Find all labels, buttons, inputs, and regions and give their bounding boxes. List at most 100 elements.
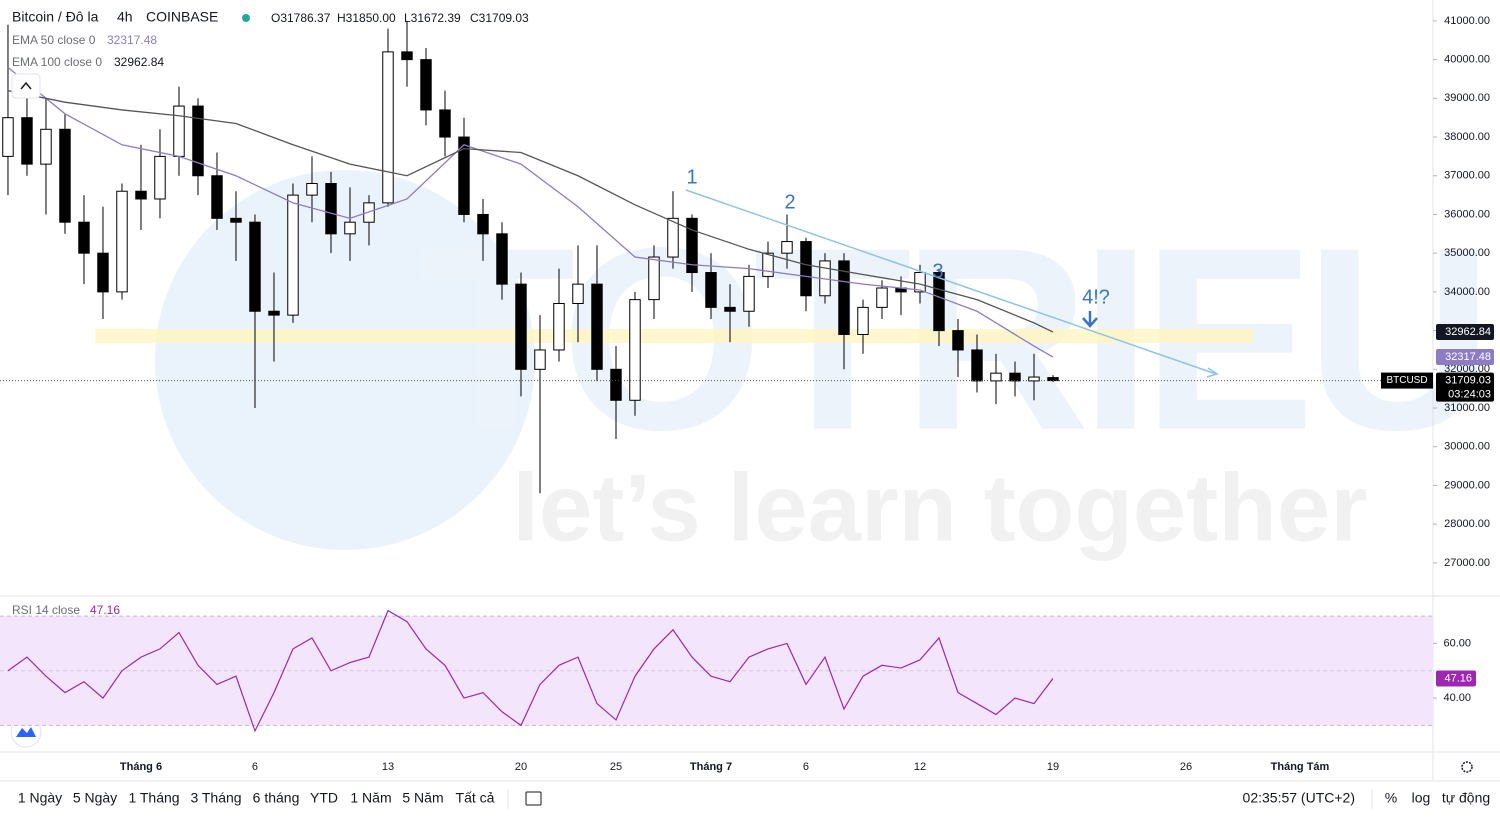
symbol: Bitcoin / Đô la	[12, 9, 99, 25]
candle-body	[382, 51, 394, 204]
collapse-button[interactable]	[11, 73, 41, 99]
x-tick-label: 20	[515, 761, 527, 773]
x-tick-label: Tháng 6	[120, 761, 162, 773]
symbol-tag-box	[1381, 372, 1433, 389]
candle-body	[401, 51, 413, 61]
rsi-y-tick-label: 60.00	[1443, 637, 1471, 649]
candle-body	[458, 136, 470, 215]
rsi-line	[7, 609, 1054, 733]
candle-body	[591, 283, 603, 370]
clock[interactable]: 02:35:57 (UTC+2)	[1243, 790, 1355, 806]
candle-body	[952, 330, 964, 351]
candle-body	[1028, 376, 1040, 382]
down-arrow	[1082, 311, 1098, 328]
collapse-box[interactable]	[11, 73, 41, 99]
x-tick-label: 6	[252, 761, 258, 773]
y-tick-label: 41000.00	[1444, 15, 1490, 27]
ohlc-low: L31672.39	[404, 11, 461, 25]
candle-body	[610, 368, 622, 401]
range-button[interactable]: 6 tháng	[253, 790, 300, 806]
candle-body	[990, 372, 1002, 382]
logo-icon[interactable]	[16, 727, 36, 737]
candle-body	[2, 117, 14, 157]
candle-body	[553, 303, 565, 351]
candle-body	[781, 241, 793, 254]
plot-area	[2, 20, 1059, 494]
watermark-slogan: let’s learn together	[512, 454, 1367, 561]
x-tick-label: 12	[914, 761, 926, 773]
candle-body	[211, 175, 223, 219]
x-tick-label: 6	[803, 761, 809, 773]
candle-body	[572, 283, 584, 305]
scale-option[interactable]: tự động	[1442, 790, 1490, 806]
y-tick-label: 37000.00	[1444, 170, 1490, 182]
candle-body	[971, 349, 983, 382]
candle-body	[648, 256, 660, 301]
candle-body	[192, 105, 204, 177]
candle-body	[724, 306, 736, 312]
candle-body	[439, 109, 451, 138]
rsi-tag-box	[1436, 670, 1476, 687]
range-button[interactable]: 5 Ngày	[73, 790, 117, 806]
collapse-icon[interactable]	[20, 81, 32, 90]
candle-body	[743, 275, 755, 312]
candle-body	[515, 283, 527, 370]
x-tick-label: 13	[382, 761, 394, 773]
ohlc-high: H31850.00	[337, 11, 396, 25]
rsi-legend-name: RSI 14 close	[12, 603, 80, 617]
scale-option[interactable]: %	[1385, 790, 1397, 806]
market-status	[242, 14, 250, 22]
symbol-tag: BTCUSD	[1386, 375, 1427, 386]
candle-body	[306, 182, 318, 196]
exchange: COINBASE	[146, 9, 218, 25]
ema-tag: 32962.84	[1445, 326, 1491, 338]
candle-body	[857, 306, 869, 335]
candle-body	[78, 221, 90, 254]
range-button[interactable]: 1 Năm	[350, 790, 391, 806]
support-zone	[95, 329, 1253, 343]
y-tick-label: 36000.00	[1444, 208, 1490, 220]
toolbar: 1 Ngày 5 Ngày 1 Tháng 3 Tháng 6 tháng YTD 1 Nă…	[18, 789, 1490, 809]
wave-label: 3	[932, 260, 943, 282]
candle-body	[762, 252, 774, 277]
candle-body	[1009, 372, 1021, 382]
candle-body	[173, 105, 185, 157]
rsi-legend-value: 47.16	[90, 603, 120, 617]
candle-body	[97, 252, 109, 293]
date-range-icon[interactable]	[525, 791, 542, 806]
wave-label: 4!?	[1082, 286, 1110, 308]
wave-label: 1	[686, 166, 697, 188]
rsi-y-tick-label: 40.00	[1443, 692, 1471, 704]
ohlc-open: O31786.37	[271, 11, 331, 25]
countdown: 03:24:03	[1448, 388, 1491, 400]
settings-icon[interactable]	[1461, 761, 1473, 773]
range-button[interactable]: YTD	[310, 790, 338, 806]
candle-body	[477, 213, 489, 235]
y-tick-label: 35000.00	[1444, 247, 1490, 259]
candle-body	[135, 190, 147, 200]
candle-body	[420, 59, 432, 111]
y-tick-label: 40000.00	[1444, 54, 1490, 66]
range-button[interactable]: 1 Tháng	[128, 790, 179, 806]
x-tick-label: 26	[1180, 761, 1192, 773]
candle-body	[534, 349, 546, 370]
x-tick-label: 19	[1047, 761, 1059, 773]
range-button[interactable]: 1 Ngày	[18, 790, 62, 806]
price-tag: 31709.03	[1445, 374, 1491, 386]
range-button[interactable]: Tất cả	[456, 790, 495, 806]
candle-body	[344, 221, 356, 235]
range-button[interactable]: 3 Tháng	[190, 790, 241, 806]
candle-body	[116, 190, 128, 293]
y-tick-label: 34000.00	[1444, 286, 1490, 298]
candle-body	[287, 194, 299, 316]
legend-value: 32317.48	[107, 33, 157, 47]
candle-body	[154, 155, 166, 200]
settings-button[interactable]	[1461, 761, 1473, 773]
legend-name: EMA 100 close 0	[12, 55, 102, 69]
y-tick-label: 31000.00	[1444, 402, 1490, 414]
y-tick-label: 32000.00	[1444, 363, 1490, 375]
scale-option[interactable]: log	[1412, 790, 1431, 806]
ohlc-close: C31709.03	[470, 11, 529, 25]
range-button[interactable]: 5 Năm	[402, 790, 443, 806]
candle-body	[496, 233, 508, 285]
